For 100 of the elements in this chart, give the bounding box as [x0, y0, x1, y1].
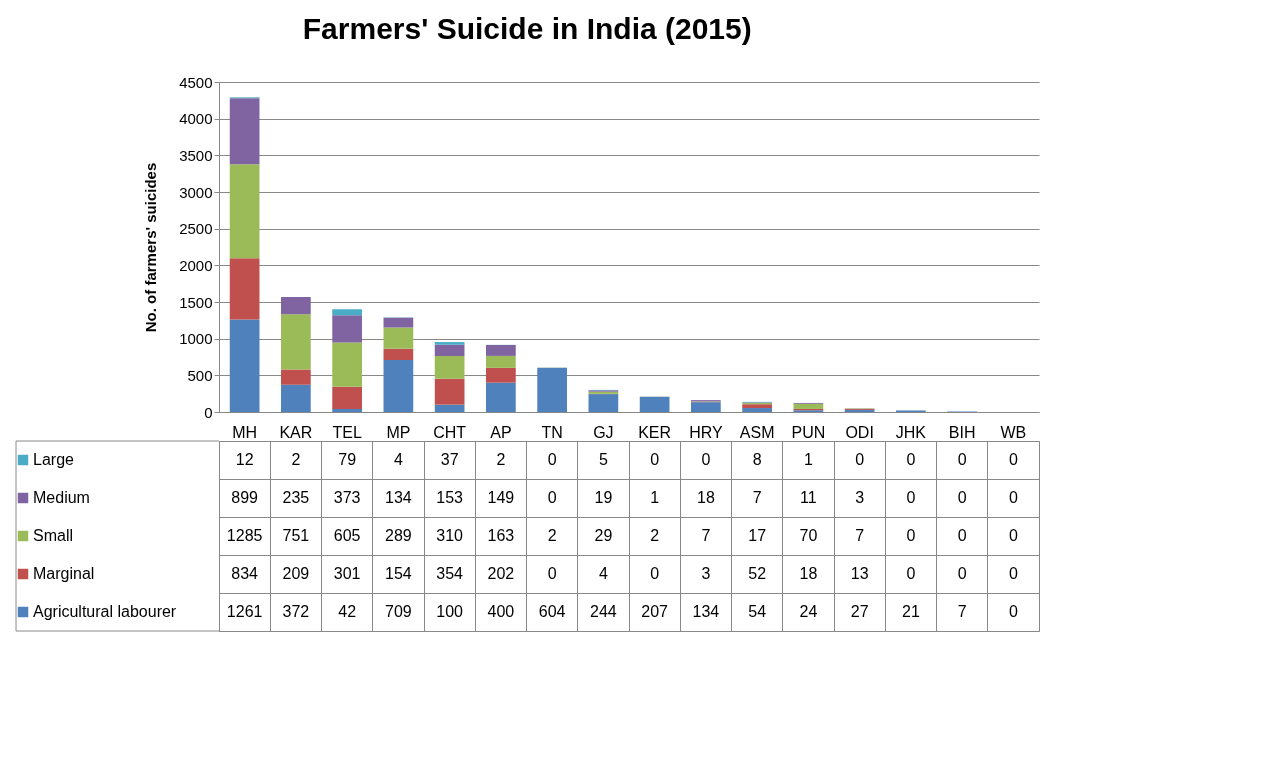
data-label: 2 [291, 451, 301, 468]
data-label: 899 [231, 489, 259, 506]
data-label: 209 [282, 565, 310, 582]
data-label: 0 [906, 451, 916, 468]
data-label: 235 [282, 489, 310, 506]
data-label: 0 [1008, 489, 1018, 506]
data-label: 0 [906, 527, 916, 544]
data-label: 0 [957, 489, 967, 506]
data-label: 11 [800, 489, 817, 506]
data-label: 0 [650, 565, 660, 582]
data-label: 207 [641, 603, 669, 620]
data-label: 0 [906, 489, 916, 506]
data-label: 100 [436, 603, 464, 620]
data-label: 373 [333, 489, 361, 506]
data-label: 54 [748, 603, 767, 620]
x-tick-label: MP [386, 423, 411, 441]
data-label: 4 [598, 565, 608, 582]
data-label: 7 [855, 527, 865, 544]
y-tick-label: 2000 [179, 256, 213, 274]
data-label: 1261 [226, 603, 263, 620]
x-tick-label: TN [541, 423, 563, 441]
x-tick-label: KAR [279, 423, 313, 441]
data-label: 2 [650, 527, 660, 544]
y-tick-label: 1000 [179, 330, 213, 348]
data-label: 751 [282, 527, 310, 544]
legend-label: Medium [33, 489, 90, 506]
data-label: 0 [957, 565, 967, 582]
data-label: 8 [752, 451, 762, 468]
data-label: 12 [235, 451, 254, 468]
x-tick-label: ODI [845, 423, 874, 441]
y-tick-label: 0 [204, 403, 213, 421]
data-label: 134 [385, 489, 412, 506]
y-axis-title: No. of farmers' suicides [142, 162, 160, 333]
x-tick-label: PUN [791, 423, 826, 441]
data-label: 0 [1008, 603, 1018, 620]
data-label: 5 [598, 451, 608, 468]
data-label: 70 [799, 527, 818, 544]
data-label: 7 [957, 603, 967, 620]
data-label: 154 [385, 565, 412, 582]
data-label: 52 [748, 565, 767, 582]
data-label: 0 [957, 451, 967, 468]
chart-title: Farmers' Suicide in India (2015) [302, 12, 752, 45]
data-label: 244 [590, 603, 617, 620]
data-label: 0 [957, 527, 967, 544]
data-label: 4 [393, 451, 403, 468]
data-label: 354 [436, 565, 464, 582]
x-tick-label: KER [638, 423, 672, 441]
y-tick-label: 3000 [179, 183, 213, 201]
x-tick-label: JHK [895, 423, 927, 441]
data-label: 27 [850, 603, 869, 620]
data-label: 29 [594, 527, 613, 544]
data-label: 0 [855, 451, 865, 468]
x-tick-label: TEL [332, 423, 362, 441]
data-label: 134 [692, 603, 720, 620]
data-label: 149 [487, 489, 515, 506]
x-tick-label: BIH [948, 423, 976, 441]
data-label: 7 [752, 489, 762, 506]
data-label: 3 [855, 489, 865, 506]
data-label: 0 [547, 565, 557, 582]
data-label: 0 [547, 451, 557, 468]
data-label: 153 [436, 489, 464, 506]
data-label: 400 [487, 603, 515, 620]
data-label: 2 [496, 451, 506, 468]
data-label: 21 [901, 603, 920, 620]
y-tick-label: 500 [187, 366, 213, 384]
data-label: 13 [850, 565, 869, 582]
x-tick-label: CHT [433, 423, 467, 441]
data-label: 0 [1008, 527, 1018, 544]
data-label: 79 [338, 451, 357, 468]
data-label: 0 [650, 451, 660, 468]
data-label: 18 [696, 489, 715, 506]
data-label: 17 [748, 527, 767, 544]
data-label: 310 [436, 527, 464, 544]
y-tick-label: 4500 [179, 73, 213, 91]
data-label: 372 [282, 603, 310, 620]
y-tick-label: 3500 [179, 146, 213, 164]
legend-label: Agricultural labourer [33, 603, 177, 620]
x-tick-label: MH [232, 423, 258, 441]
data-label: 0 [547, 489, 557, 506]
data-label: 289 [385, 527, 412, 544]
data-label: 202 [487, 565, 515, 582]
data-label: 301 [333, 565, 361, 582]
data-label: 1 [803, 451, 813, 468]
data-label: 1285 [226, 527, 263, 544]
legend-label: Small [33, 527, 74, 544]
data-label: 19 [594, 489, 613, 506]
data-label: 0 [1008, 565, 1018, 582]
data-label: 3 [701, 565, 711, 582]
data-label: 24 [799, 603, 818, 620]
data-label: 0 [1008, 451, 1018, 468]
data-label: 0 [701, 451, 711, 468]
y-tick-label: 2500 [179, 220, 213, 238]
x-tick-label: AP [490, 423, 512, 441]
x-tick-label: HRY [689, 423, 723, 441]
legend-label: Marginal [33, 565, 95, 582]
data-label: 604 [538, 603, 566, 620]
data-label: 1 [650, 489, 660, 506]
legend-label: Large [33, 451, 75, 468]
data-label: 2 [547, 527, 557, 544]
x-tick-label: ASM [739, 423, 775, 441]
